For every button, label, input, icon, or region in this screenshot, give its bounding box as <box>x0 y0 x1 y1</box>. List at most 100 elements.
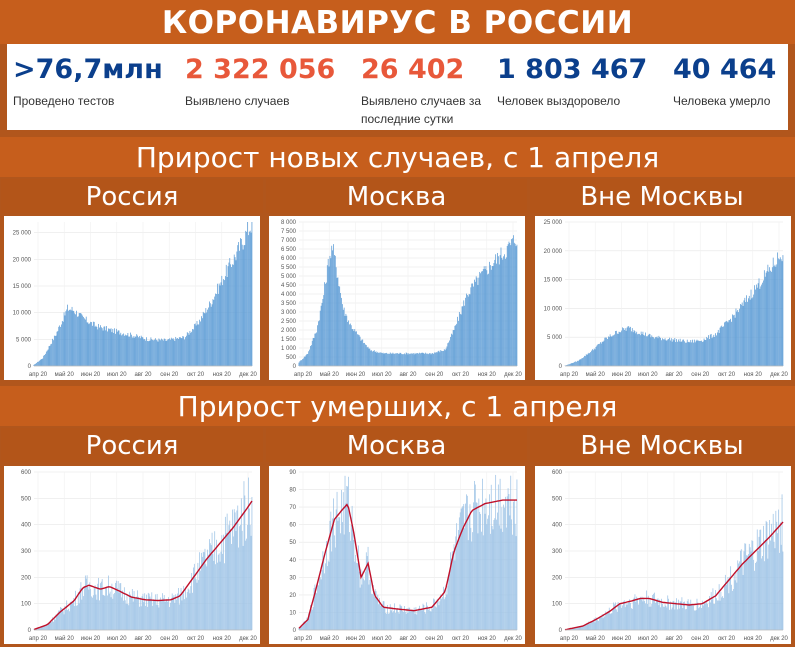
bar <box>71 600 73 630</box>
bar <box>381 353 383 366</box>
bar <box>702 605 704 630</box>
bar <box>119 334 121 366</box>
bar <box>743 551 745 630</box>
bar <box>312 337 314 366</box>
bar <box>123 587 125 630</box>
bar <box>62 611 64 630</box>
bar <box>467 296 469 366</box>
bar <box>769 520 771 630</box>
bar <box>613 602 615 630</box>
bar <box>112 328 114 366</box>
bar <box>146 337 147 366</box>
bar <box>450 333 452 366</box>
bar <box>711 599 713 630</box>
bar <box>193 324 195 366</box>
column-head-russia-cases: Россия <box>1 179 263 213</box>
bar <box>336 491 338 630</box>
bar <box>209 303 211 366</box>
bar <box>464 528 466 630</box>
bar <box>208 307 209 366</box>
bar <box>443 349 445 366</box>
bar <box>59 325 61 366</box>
bar <box>716 600 718 630</box>
bar <box>105 587 107 630</box>
bar <box>753 559 755 630</box>
bar <box>779 259 780 366</box>
bar <box>482 535 484 630</box>
bar <box>318 574 320 630</box>
bar <box>706 336 708 366</box>
bar <box>662 603 663 630</box>
bar <box>709 338 710 366</box>
chart-russia-deaths: 0 100 200 300 400 500 600 апр 20 май 20 июн 20 июл… <box>4 466 260 644</box>
bar <box>400 352 402 366</box>
bar <box>138 337 139 366</box>
x-tick-label: май 20 <box>320 635 340 642</box>
x-tick-label: дек 20 <box>770 636 788 642</box>
bar <box>76 310 77 366</box>
bar <box>502 531 504 630</box>
bar <box>623 601 624 630</box>
x-tick-label: ноя 20 <box>744 636 763 642</box>
bar <box>398 613 400 630</box>
bar <box>86 322 88 366</box>
bar <box>442 596 443 630</box>
bar <box>137 335 138 366</box>
bar <box>402 354 403 366</box>
bar <box>304 356 306 366</box>
bar <box>187 332 189 366</box>
bar <box>771 271 772 366</box>
bar <box>153 340 154 366</box>
bar <box>445 348 447 366</box>
bar <box>101 579 103 630</box>
bar <box>570 628 572 630</box>
bar <box>378 352 380 366</box>
bar <box>638 604 639 630</box>
bar <box>80 582 82 630</box>
bar <box>418 353 419 366</box>
bar <box>40 359 42 366</box>
bar <box>193 567 194 630</box>
chart-moscow-cases: 0 500 1 000 1 500 2 000 2 500 3 000 3 500 4 000 4… <box>269 216 525 380</box>
bar <box>191 573 193 630</box>
bar <box>100 581 102 630</box>
bar <box>309 612 310 630</box>
x-tick-label: апр 20 <box>560 372 579 378</box>
bar <box>65 311 67 366</box>
bar <box>132 336 134 366</box>
bar <box>592 621 593 630</box>
bar <box>744 543 746 630</box>
bar <box>185 597 187 630</box>
bar <box>51 622 53 630</box>
bar <box>738 312 739 366</box>
bar <box>226 513 228 630</box>
bar <box>591 621 592 630</box>
x-tick-label: апр 20 <box>294 372 313 378</box>
bar <box>246 538 247 630</box>
bar <box>393 610 395 630</box>
bar <box>647 595 649 630</box>
bar <box>192 592 193 630</box>
bar <box>220 551 222 630</box>
bar <box>713 603 715 630</box>
bar <box>433 353 435 366</box>
bar <box>728 593 730 630</box>
bar <box>100 327 102 366</box>
bar <box>216 283 218 366</box>
x-tick-label: ноя 20 <box>213 636 232 642</box>
bar <box>92 325 93 366</box>
bar <box>324 282 326 366</box>
bar <box>769 267 771 366</box>
bar <box>688 341 690 366</box>
bar <box>686 339 688 366</box>
bar <box>163 595 165 630</box>
bar <box>37 361 38 366</box>
column-head-moscow-cases: Москва <box>266 179 527 213</box>
bar <box>188 589 190 630</box>
bar <box>667 595 669 630</box>
bar <box>219 285 221 366</box>
bar <box>481 271 482 366</box>
bar <box>200 570 201 630</box>
bar <box>425 352 427 366</box>
bar <box>755 289 756 366</box>
